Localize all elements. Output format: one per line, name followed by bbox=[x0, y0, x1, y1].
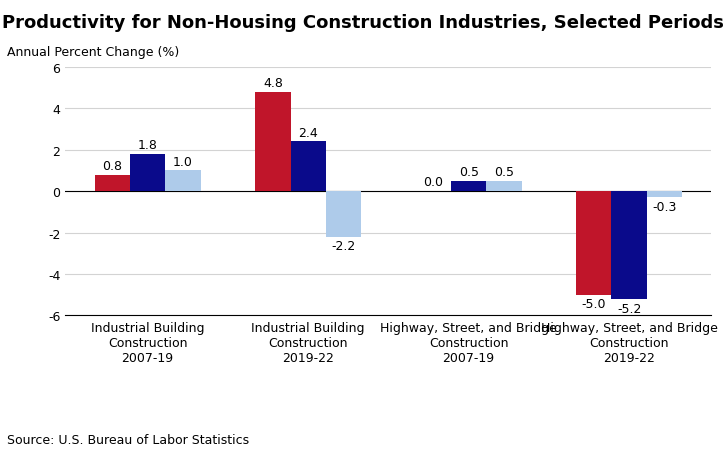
Text: -0.3: -0.3 bbox=[652, 201, 677, 213]
Text: Productivity for Non-Housing Construction Industries, Selected Periods: Productivity for Non-Housing Constructio… bbox=[2, 14, 724, 32]
Text: 0.8: 0.8 bbox=[102, 160, 123, 172]
Bar bbox=[166, 171, 200, 192]
Bar bbox=[256, 92, 290, 192]
Bar bbox=[290, 142, 326, 192]
Bar bbox=[486, 181, 521, 192]
Bar bbox=[611, 192, 647, 299]
Text: Annual Percent Change (%): Annual Percent Change (%) bbox=[7, 46, 179, 59]
Bar bbox=[451, 181, 486, 192]
Text: -5.0: -5.0 bbox=[582, 298, 606, 311]
Text: 0.0: 0.0 bbox=[423, 176, 444, 189]
Text: -5.2: -5.2 bbox=[617, 302, 641, 315]
Bar bbox=[326, 192, 361, 237]
Text: 0.5: 0.5 bbox=[494, 166, 514, 179]
Bar bbox=[647, 192, 682, 198]
Text: 4.8: 4.8 bbox=[263, 77, 283, 90]
Text: 1.0: 1.0 bbox=[173, 155, 193, 168]
Text: 1.8: 1.8 bbox=[138, 139, 158, 152]
Text: 0.5: 0.5 bbox=[459, 166, 478, 179]
Bar bbox=[576, 192, 611, 295]
Bar bbox=[130, 154, 166, 192]
Text: Source: U.S. Bureau of Labor Statistics: Source: U.S. Bureau of Labor Statistics bbox=[7, 433, 250, 446]
Bar bbox=[94, 175, 130, 192]
Text: 2.4: 2.4 bbox=[298, 126, 318, 139]
Text: -2.2: -2.2 bbox=[331, 240, 356, 253]
